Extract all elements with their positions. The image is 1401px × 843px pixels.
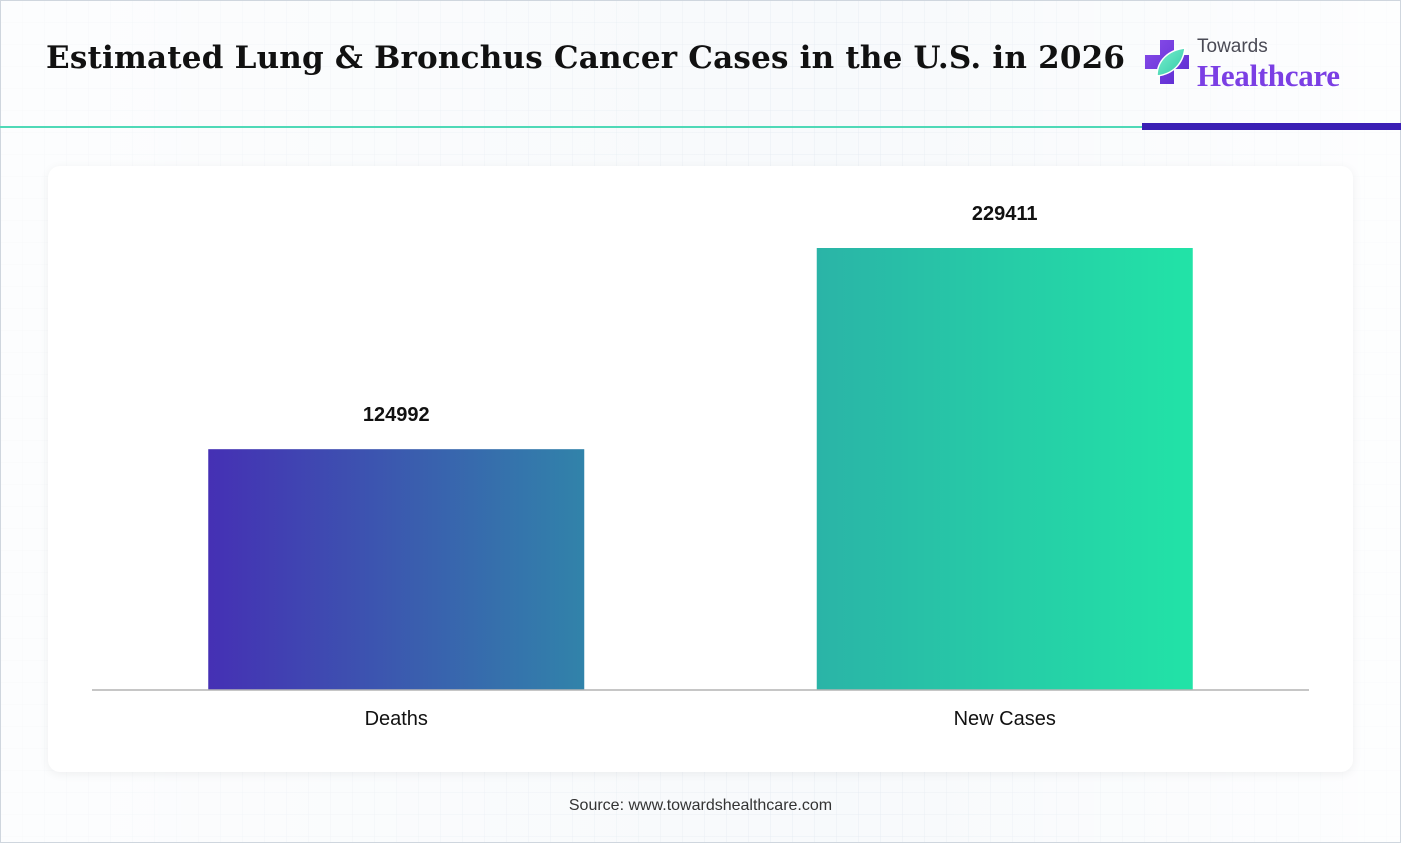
- towards-healthcare-logo: Towards Healthcare: [1143, 36, 1363, 96]
- source-note: Source: www.towardshealthcare.com: [568, 797, 833, 814]
- bar-new-cases: [816, 248, 1193, 690]
- logo-text-towards: Towards: [1197, 36, 1268, 57]
- bar-chart: 124992 Deaths 229411 New Cases: [92, 203, 1309, 730]
- bar-deaths: [208, 449, 585, 690]
- logo-text-healthcare: Healthcare: [1197, 58, 1340, 93]
- category-label-deaths: Deaths: [365, 708, 428, 730]
- chart-title: Estimated Lung & Bronchus Cancer Cases i…: [46, 40, 1126, 76]
- header-divider-purple: [1142, 123, 1401, 130]
- data-label-new-cases: 229411: [972, 203, 1038, 225]
- data-label-deaths: 124992: [363, 404, 430, 426]
- medical-cross-leaf-icon: [1145, 40, 1189, 84]
- chart-card: 124992 Deaths 229411 New Cases: [48, 166, 1353, 772]
- category-label-new-cases: New Cases: [954, 708, 1056, 730]
- header-divider-teal: [0, 126, 1142, 128]
